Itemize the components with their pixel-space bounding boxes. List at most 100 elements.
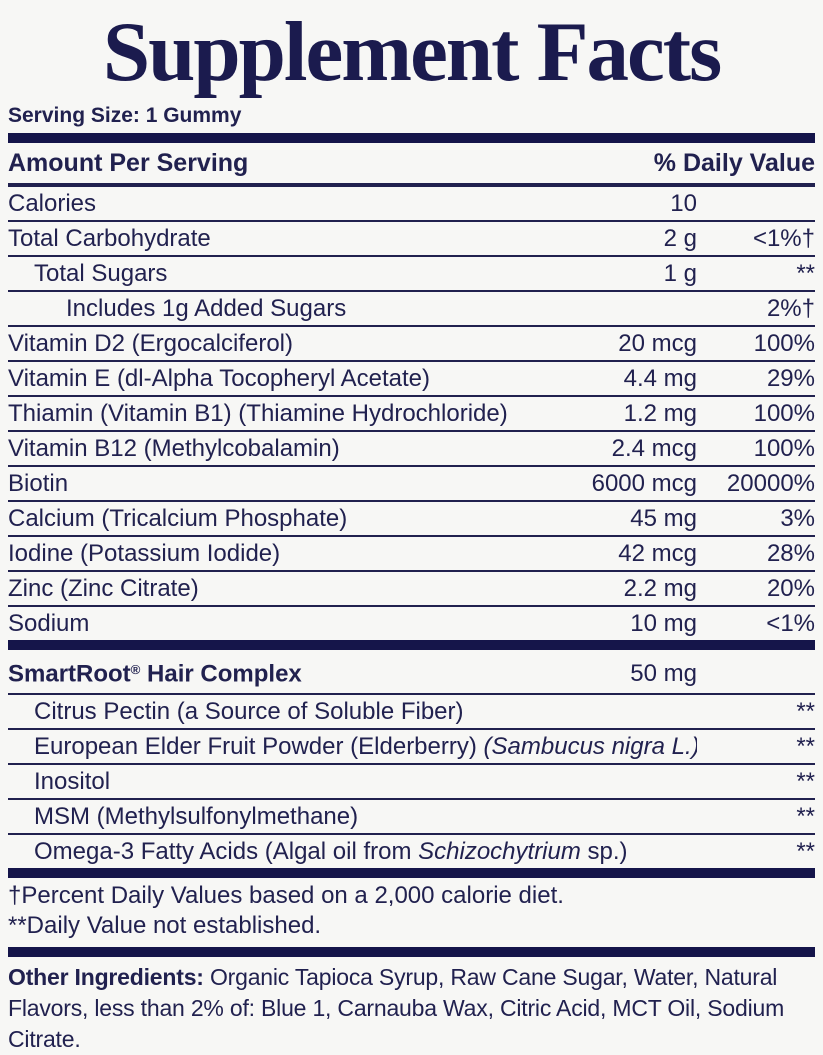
table-header: Amount Per Serving % Daily Value [8, 143, 815, 187]
nutrient-name-cell: Vitamin E (dl-Alpha Tocopheryl Acetate) [8, 364, 624, 393]
nutrient-amount: 45 mg [630, 505, 697, 532]
section-divider-bar [8, 947, 815, 958]
nutrient-row: MSM (Methylsulfonylmethane) ** [8, 800, 815, 836]
nutrient-name-cell: Calcium (Tricalcium Phosphate) [8, 504, 630, 533]
nutrient-amount: 1.2 mg [623, 400, 697, 427]
nutrient-amount: 1 g [663, 260, 697, 287]
nutrient-name-cell: Inositol [8, 767, 697, 796]
nutrient-dv: 20% [766, 575, 815, 602]
section-divider-bar [8, 640, 815, 650]
nutrient-row: Total Sugars 1 g ** [8, 257, 815, 292]
nutrient-name-cell: Thiamin (Vitamin B1) (Thiamine Hydrochlo… [8, 399, 624, 428]
nutrient-name: Vitamin E (dl-Alpha Tocopheryl Acetate) [8, 365, 431, 392]
nutrient-name-cell: European Elder Fruit Powder (Elderberry)… [8, 732, 697, 761]
nutrient-row: Citrus Pectin (a Source of Soluble Fiber… [8, 695, 815, 731]
nutrient-row: Calories 10 [8, 187, 815, 222]
nutrient-amount: 4.4 mg [623, 365, 697, 392]
nutrient-dv: 29% [766, 365, 815, 392]
nutrient-row: Biotin 6000 mcg 20000% [8, 467, 815, 502]
nutrient-amount: 10 mg [630, 610, 697, 637]
section-divider-bar [8, 868, 815, 879]
other-ingredients-label: Other Ingredients: [8, 964, 204, 991]
nutrient-row: Iodine (Potassium Iodide) 42 mcg 28% [8, 537, 815, 572]
nutrient-name-cell: Iodine (Potassium Iodide) [8, 539, 618, 568]
nutrient-name-cell: Calories [8, 189, 670, 218]
nutrient-name-italic: Schizochytrium [418, 838, 581, 866]
nutrient-name-cell: MSM (Methylsulfonylmethane) [8, 802, 697, 831]
nutrient-name-cell: Total Carbohydrate [8, 224, 664, 253]
nutrient-dv: ** [796, 803, 815, 831]
nutrient-name: Sodium [8, 610, 90, 637]
nutrient-dv: <1%† [752, 225, 815, 252]
nutrient-name-cell: Omega-3 Fatty Acids (Algal oil from Schi… [8, 837, 697, 866]
nutrient-dv: ** [796, 768, 815, 796]
nutrient-row: European Elder Fruit Powder (Elderberry)… [8, 730, 815, 766]
nutrient-name-cell: Sodium [8, 609, 630, 638]
nutrient-name-cell: Vitamin D2 (Ergocalciferol) [8, 329, 618, 358]
nutrient-row: Sodium 10 mg <1% [8, 607, 815, 640]
other-ingredients: Other Ingredients: Organic Tapioca Syrup… [8, 957, 815, 1055]
nutrient-name-cell: Vitamin B12 (Methylcobalamin) [8, 434, 612, 463]
nutrient-amount: 20 mcg [618, 330, 697, 357]
footnote-not-established: **Daily Value not established. [8, 912, 322, 940]
nutrient-name: Thiamin (Vitamin B1) (Thiamine Hydrochlo… [8, 400, 508, 427]
nutrient-name-italic: (Sambucus nigra L.) [483, 733, 697, 761]
nutrient-name-cell: Zinc (Zinc Citrate) [8, 574, 624, 603]
nutrient-row: Zinc (Zinc Citrate) 2.2 mg 20% [8, 572, 815, 607]
nutrient-dv: 20000% [726, 470, 815, 497]
nutrient-name-cell: Citrus Pectin (a Source of Soluble Fiber… [8, 697, 697, 726]
nutrient-name: Vitamin B12 (Methylcobalamin) [8, 435, 340, 462]
nutrient-amount: 42 mcg [618, 540, 697, 567]
nutrient-name: Calcium (Tricalcium Phosphate) [8, 505, 348, 532]
daily-value-header: % Daily Value [653, 149, 815, 177]
nutrient-row: Thiamin (Vitamin B1) (Thiamine Hydrochlo… [8, 397, 815, 432]
complex-name: SmartRoot® Hair Complex [8, 655, 630, 689]
nutrient-row: Omega-3 Fatty Acids (Algal oil from Schi… [8, 835, 815, 868]
nutrient-dv: ** [796, 838, 815, 866]
registered-trademark-symbol: ® [130, 662, 141, 677]
nutrient-name-after: sp.) [580, 838, 628, 866]
nutrient-dv: 100% [753, 435, 815, 462]
nutrient-amount: 2.4 mcg [611, 435, 697, 462]
complex-brand: SmartRoot [8, 660, 131, 688]
complex-header-row: SmartRoot® Hair Complex 50 mg [8, 650, 815, 696]
nutrient-name: Total Carbohydrate [8, 225, 211, 252]
nutrient-dv: ** [796, 698, 815, 726]
nutrient-name: Omega-3 Fatty Acids (Algal oil from [34, 838, 419, 866]
nutrient-name: MSM (Methylsulfonylmethane) [34, 803, 359, 831]
nutrient-name: Biotin [8, 470, 69, 497]
nutrient-name-cell: Biotin [8, 469, 592, 498]
nutrient-row: Total Carbohydrate 2 g <1%† [8, 222, 815, 257]
nutrient-name-cell: Includes 1g Added Sugars [8, 294, 697, 323]
nutrient-row: Vitamin B12 (Methylcobalamin) 2.4 mcg 10… [8, 432, 815, 467]
nutrient-table: Calories 10 Total Carbohydrate 2 g <1%† … [8, 187, 815, 640]
complex-ingredient-table: Citrus Pectin (a Source of Soluble Fiber… [8, 695, 815, 868]
nutrient-row: Inositol ** [8, 765, 815, 801]
nutrient-dv: <1% [766, 610, 815, 637]
nutrient-row: Includes 1g Added Sugars 2%† [8, 292, 815, 327]
serving-size: Serving Size: 1 Gummy [8, 104, 242, 127]
page-title: Supplement Facts [102, 5, 722, 99]
nutrient-name: Total Sugars [34, 260, 168, 287]
nutrient-name: Calories [8, 190, 97, 217]
complex-rest: Hair Complex [140, 660, 302, 688]
nutrient-amount: 2 g [663, 225, 697, 252]
nutrient-name: Includes 1g Added Sugars [66, 295, 347, 322]
nutrient-dv: 2%† [766, 295, 815, 322]
nutrient-row: Vitamin D2 (Ergocalciferol) 20 mcg 100% [8, 327, 815, 362]
nutrient-name-cell: Total Sugars [8, 259, 664, 288]
footnote-daily-values: †Percent Daily Values based on a 2,000 c… [8, 882, 564, 910]
nutrient-dv: 100% [753, 400, 815, 427]
nutrient-dv: ** [796, 260, 815, 287]
nutrient-dv: ** [796, 733, 815, 761]
nutrient-dv: 28% [766, 540, 815, 567]
nutrient-dv: 100% [753, 330, 815, 357]
nutrient-row: Calcium (Tricalcium Phosphate) 45 mg 3% [8, 502, 815, 537]
nutrient-amount: 2.2 mg [623, 575, 697, 602]
nutrient-name: Citrus Pectin (a Source of Soluble Fiber… [34, 698, 464, 726]
nutrient-name: European Elder Fruit Powder (Elderberry) [34, 733, 484, 761]
nutrient-amount: 10 [670, 190, 697, 217]
nutrient-name: Vitamin D2 (Ergocalciferol) [8, 330, 293, 357]
other-ingredients-text: Organic Tapioca Syrup, Raw Cane Sugar, W… [8, 964, 785, 1053]
